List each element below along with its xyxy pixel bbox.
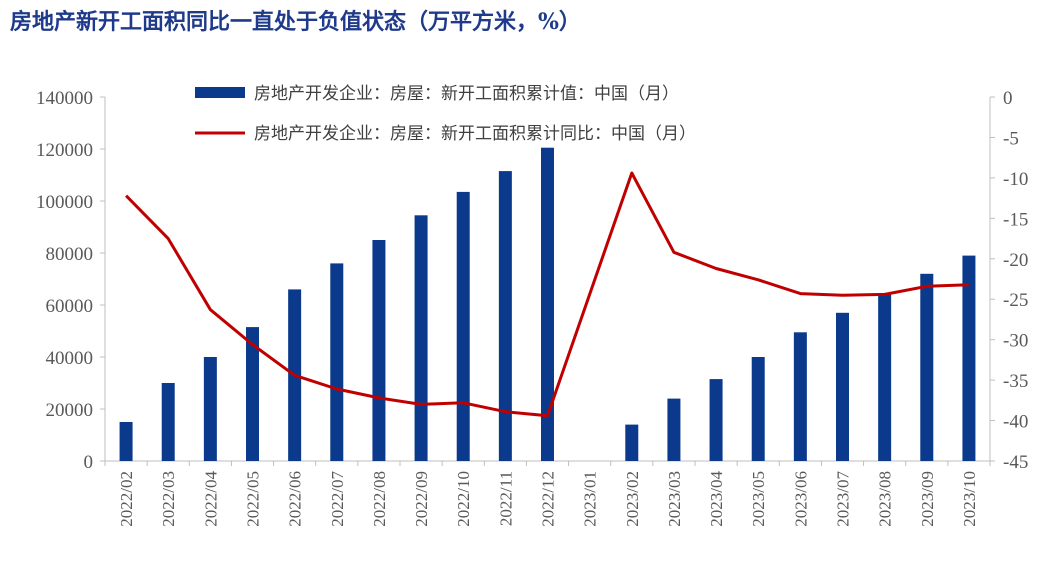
right-tick-label: -25 — [1003, 290, 1028, 311]
bar — [751, 357, 765, 461]
x-tick-label: 2022/05 — [244, 471, 263, 527]
left-tick-label: 0 — [84, 452, 94, 473]
x-tick-label: 2023/01 — [581, 471, 600, 527]
left-tick-label: 60000 — [46, 296, 94, 317]
bar — [709, 379, 723, 461]
bar — [246, 327, 259, 461]
bar — [119, 422, 133, 461]
right-tick-label: -10 — [1003, 169, 1028, 190]
legend-bar-swatch — [195, 87, 245, 98]
x-tick-label: 2023/03 — [665, 471, 684, 527]
x-tick-label: 2022/06 — [286, 471, 305, 527]
bar — [372, 240, 386, 461]
line-series — [125, 171, 969, 418]
x-tick-label: 2022/03 — [159, 471, 178, 527]
x-tick-label: 2023/10 — [960, 471, 979, 527]
right-tick-label: -15 — [1003, 209, 1028, 230]
bar — [161, 383, 175, 461]
right-tick-label: -30 — [1003, 331, 1028, 352]
right-tick-label: 0 — [1003, 88, 1013, 109]
right-tick-label: -35 — [1003, 371, 1028, 392]
bar — [541, 147, 554, 461]
bar — [793, 332, 807, 461]
bar — [667, 398, 681, 461]
bar — [920, 273, 934, 461]
bar — [625, 424, 639, 461]
x-tick-label: 2023/08 — [876, 471, 895, 527]
x-tick-label: 2022/10 — [454, 471, 473, 527]
left-tick-label: 20000 — [46, 400, 94, 421]
right-tick-label: -40 — [1003, 412, 1028, 433]
x-tick-label: 2023/04 — [707, 471, 726, 527]
right-tick-label: -5 — [1003, 128, 1019, 149]
bar — [498, 171, 512, 461]
legend-bar-label: 房地产开发企业：房屋：新开工面积累计值：中国（月） — [254, 84, 679, 104]
bar-series — [119, 147, 976, 461]
x-tick-label: 2023/09 — [918, 471, 937, 527]
left-tick-label: 40000 — [46, 348, 94, 369]
tick-labels: 0 20000 40000 60000 80000 100000 120000 140000 0… — [36, 88, 1028, 527]
bar — [330, 263, 344, 461]
left-tick-label: 140000 — [36, 88, 93, 109]
x-tick-label: 2023/07 — [834, 471, 853, 527]
x-tick-label: 2023/02 — [623, 471, 642, 527]
bar — [203, 357, 217, 461]
x-tick-label: 2022/12 — [539, 471, 558, 527]
legend-line-label: 房地产开发企业：房屋：新开工面积累计同比：中国（月） — [254, 124, 696, 144]
chart-title: 房地产新开工面积同比一直处于负值状态（万平方米，%） — [10, 9, 581, 35]
x-tick-label: 2022/09 — [412, 471, 431, 527]
bar — [878, 293, 892, 461]
x-tick-label: 2022/02 — [117, 471, 136, 527]
x-tick-label: 2022/08 — [370, 471, 389, 527]
x-tick-label: 2022/07 — [328, 471, 347, 527]
x-tick-label: 2023/05 — [749, 471, 768, 527]
line-path — [125, 171, 969, 418]
left-tick-label: 100000 — [36, 192, 93, 213]
legend: 房地产开发企业：房屋：新开工面积累计值：中国（月） 房地产开发企业：房屋：新开工… — [195, 84, 696, 144]
bar — [414, 215, 428, 461]
bar — [836, 312, 849, 461]
x-tick-label: 2022/11 — [496, 471, 515, 526]
right-tick-label: -20 — [1003, 250, 1028, 271]
x-tick-label: 2022/04 — [201, 471, 220, 527]
left-tick-label: 120000 — [36, 140, 93, 161]
right-tick-label: -45 — [1003, 452, 1028, 473]
bar — [962, 255, 976, 461]
left-tick-label: 80000 — [46, 244, 94, 265]
x-tick-label: 2023/06 — [791, 471, 810, 527]
bar — [456, 191, 470, 461]
